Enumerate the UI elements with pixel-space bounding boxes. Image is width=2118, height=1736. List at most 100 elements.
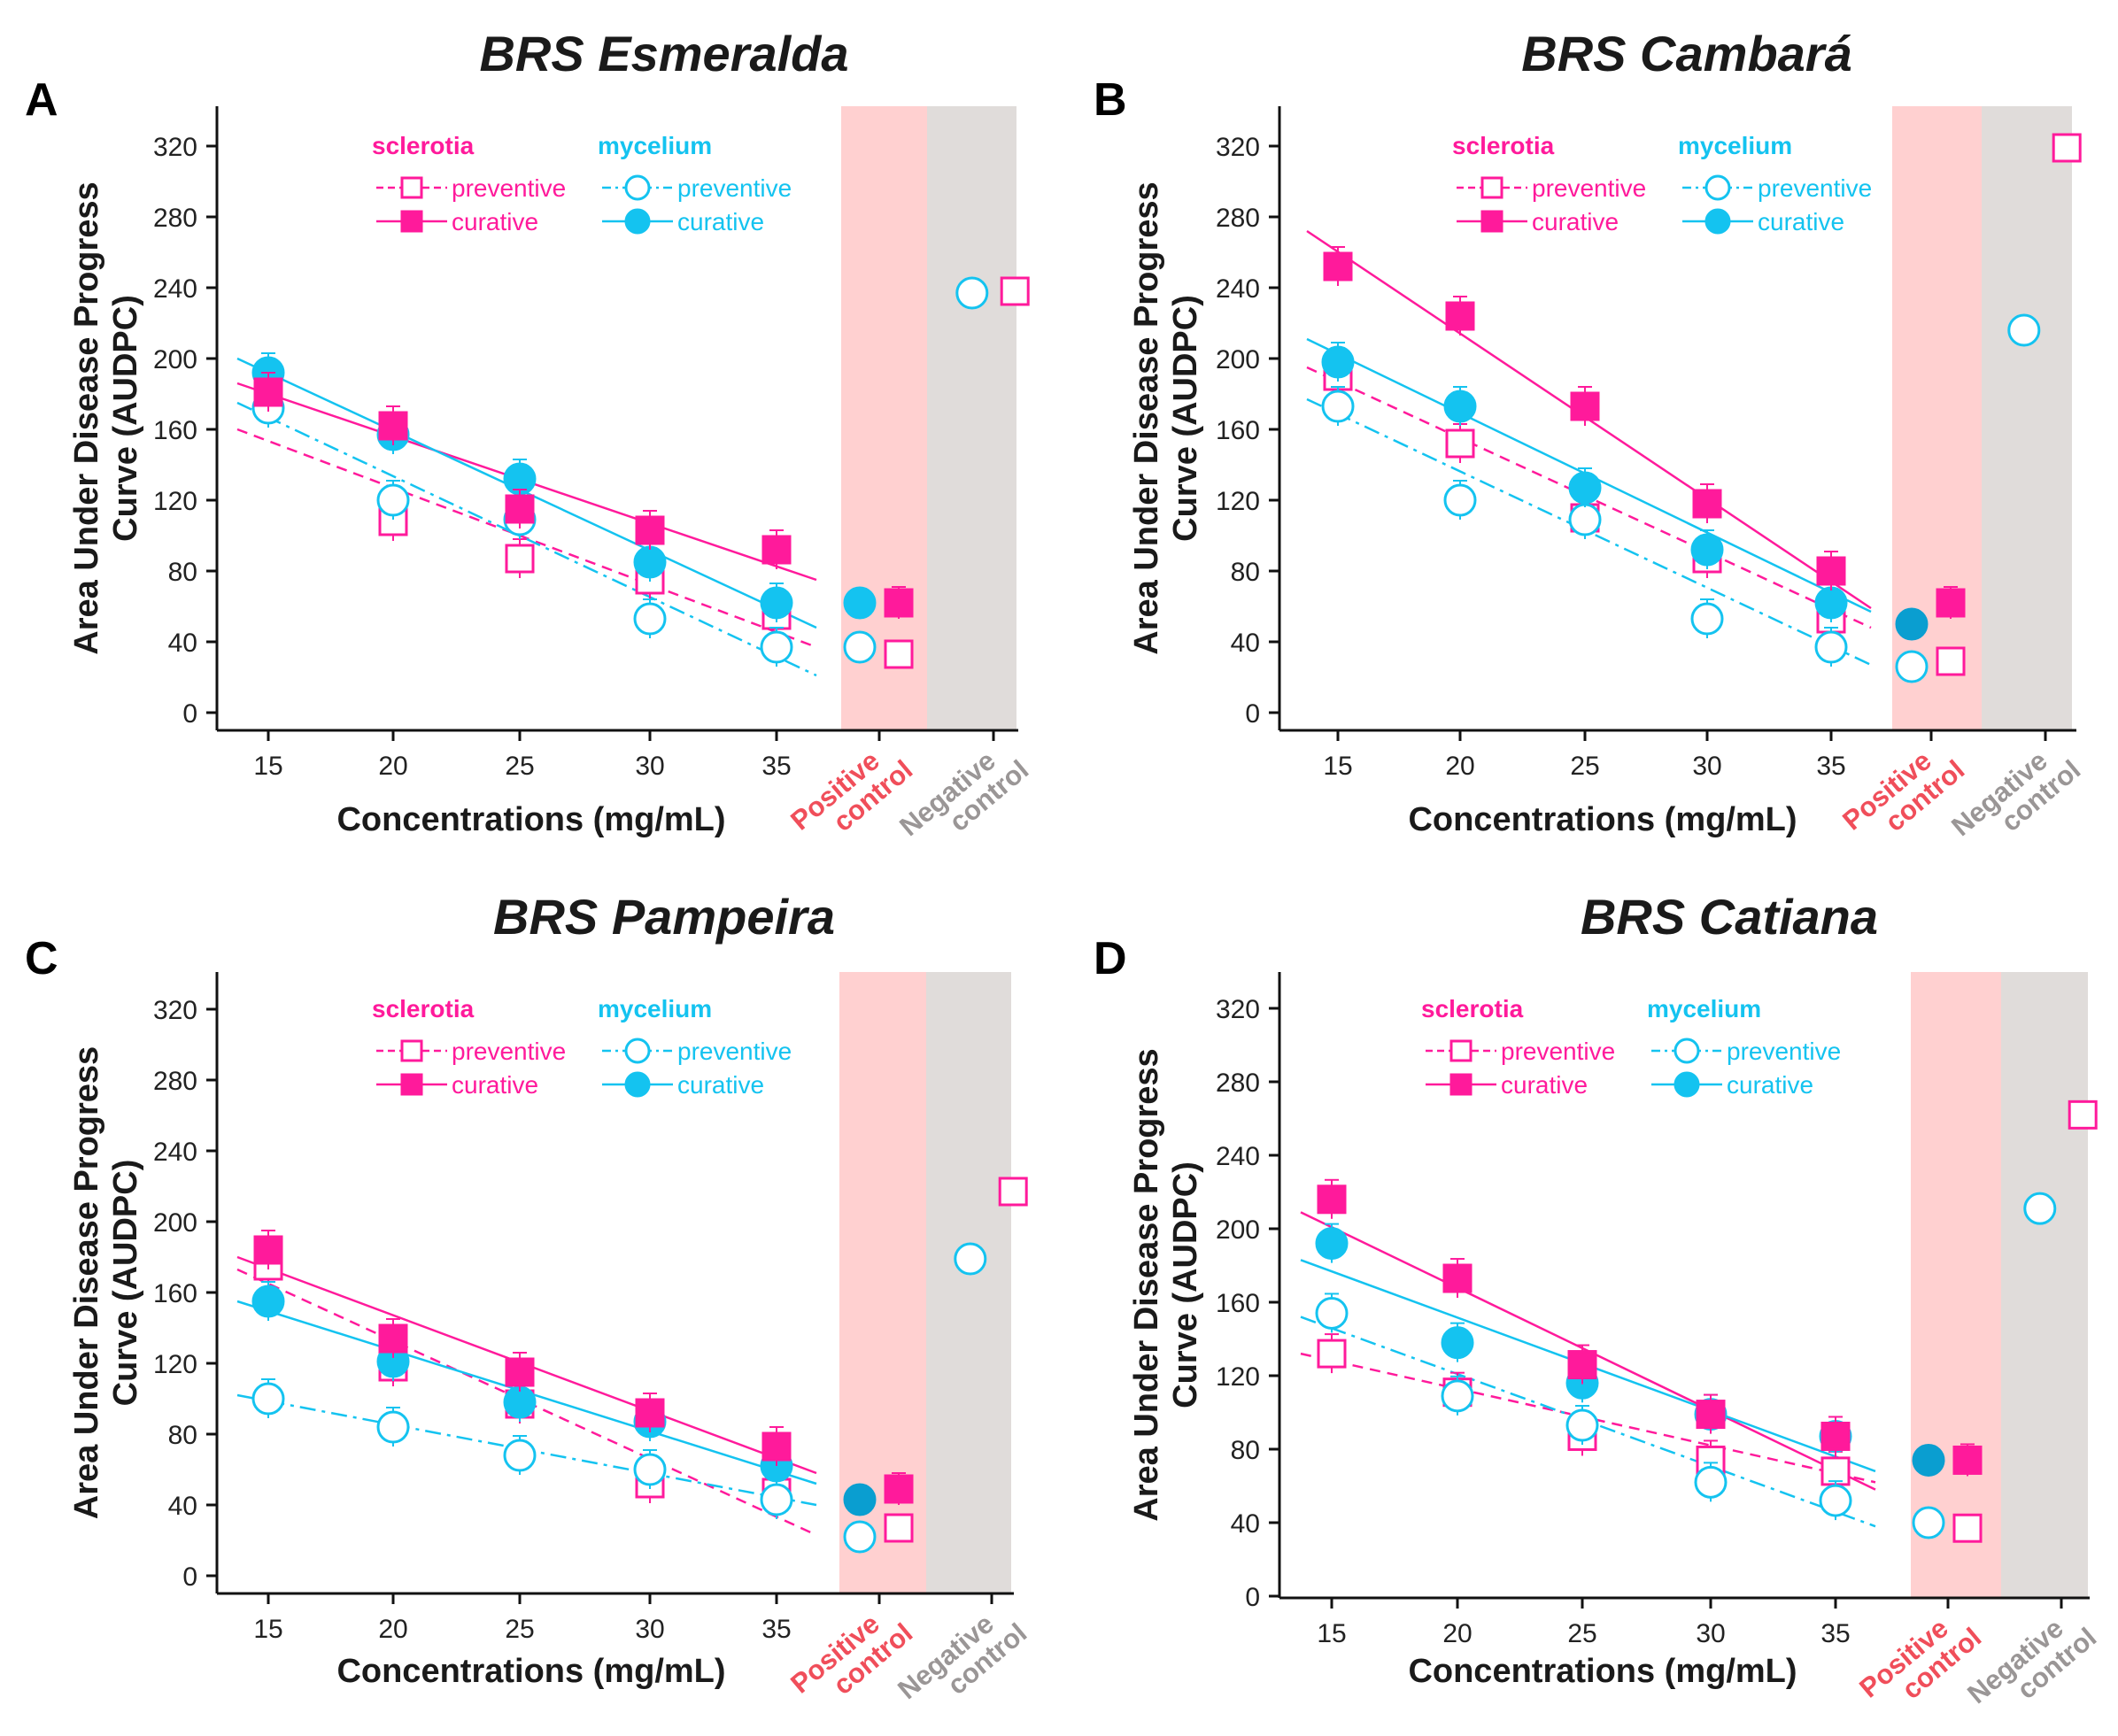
data-point-sclerotia-curative (253, 377, 283, 407)
data-point-sclerotia-curative (635, 515, 665, 545)
panel-letter: C (25, 933, 58, 984)
legend-marker (1674, 1038, 1700, 1064)
data-point-mycelium-curative (1321, 345, 1355, 379)
legend-title-sclerotia: sclerotia (372, 132, 475, 159)
y-tick-label: 40 (168, 1492, 197, 1521)
data-point-mycelium-curative (1568, 471, 1602, 505)
data-point-mycelium-curative (1690, 533, 1724, 567)
legend-marker (1704, 174, 1731, 201)
negative-control-point (955, 276, 989, 310)
data-point-mycelium-preventive (503, 1439, 537, 1472)
legend-title-mycelium: mycelium (598, 995, 712, 1022)
legend-title-sclerotia: sclerotia (1421, 995, 1524, 1022)
legend-title-mycelium: mycelium (1647, 995, 1761, 1022)
panel-letter: B (1094, 74, 1127, 126)
x-tick-label: 20 (1442, 1619, 1472, 1648)
negative-control-point (1000, 276, 1030, 306)
y-tick-label: 280 (153, 1067, 197, 1096)
data-point-mycelium-preventive (760, 630, 793, 664)
data-point-mycelium-curative (1315, 1227, 1349, 1261)
positive-control-point (1936, 588, 1966, 618)
trend-line-mycelium-preventive (1300, 1316, 1876, 1528)
y-axis-title: Area Under Disease Progress Curve (AUDPC) (1128, 181, 1204, 654)
y-tick-label: 320 (1216, 995, 1260, 1024)
legend-marker (400, 176, 423, 199)
y-tick-label: 200 (153, 345, 197, 374)
y-tick-label: 200 (1216, 1215, 1260, 1245)
x-tick-label: 15 (253, 1615, 282, 1644)
x-axis-title: Concentrations (mg/mL) (336, 1653, 725, 1690)
y-tick-label: 240 (1216, 274, 1260, 304)
data-point-sclerotia-preventive (1445, 428, 1475, 459)
data-point-sclerotia-curative (253, 1235, 283, 1265)
data-point-mycelium-preventive (1315, 1296, 1349, 1330)
x-tick-label: 25 (505, 1615, 534, 1644)
legend-label-curative: curative (1758, 208, 1844, 235)
positive-control-point (1952, 1445, 1983, 1475)
legend-title-mycelium: mycelium (598, 132, 712, 159)
data-point-mycelium-preventive (1443, 483, 1477, 517)
negative-control-band (927, 106, 1016, 730)
data-point-sclerotia-curative (1570, 391, 1600, 421)
legend-marker (1480, 210, 1503, 233)
x-tick-label: 35 (761, 752, 791, 781)
legend-label-curative: curative (1532, 208, 1619, 235)
x-axis-title: Concentrations (mg/mL) (336, 801, 725, 838)
negative-control-band (2001, 972, 2088, 1598)
legend: sclerotia mycelium preventive curative preve… (1421, 995, 1841, 1099)
y-tick-label: 0 (1245, 1583, 1260, 1612)
positive-control-point (884, 1513, 914, 1543)
legend-marker (1704, 208, 1731, 235)
x-tick-label: 20 (378, 1615, 407, 1644)
legend-title-sclerotia: sclerotia (372, 995, 475, 1022)
y-tick-label: 240 (153, 1138, 197, 1167)
legend: sclerotia mycelium preventive curative preve… (1452, 132, 1872, 235)
panel-letter: D (1094, 933, 1127, 984)
y-tick-label: 240 (1216, 1142, 1260, 1171)
y-tick-label: 280 (1216, 204, 1260, 233)
x-tick-label: 25 (505, 752, 534, 781)
y-tick-label: 160 (1216, 416, 1260, 445)
legend-marker (624, 1038, 651, 1064)
positive-control-point (843, 630, 877, 664)
legend-label-curative: curative (677, 1071, 764, 1099)
legend: sclerotia mycelium preventive curative preve… (372, 995, 792, 1099)
negative-control-band (1982, 106, 2072, 730)
data-point-mycelium-preventive (633, 602, 667, 636)
x-tick-label: 15 (1317, 1619, 1346, 1648)
x-tick-label: 30 (1692, 752, 1721, 781)
y-axis-title-line2: Curve (AUDPC) (1167, 295, 1204, 542)
x-tick-label: 15 (253, 752, 282, 781)
positive-control-point (1936, 646, 1966, 676)
y-tick-label: 280 (153, 204, 197, 233)
legend-marker (400, 210, 423, 233)
legend-marker (624, 1071, 651, 1098)
negative-control-point (954, 1242, 987, 1276)
y-tick-label: 80 (1231, 1436, 1260, 1465)
y-tick-label: 80 (1231, 558, 1260, 587)
y-axis-title-line2: Curve (AUDPC) (1167, 1161, 1204, 1408)
panel-title: BRS Esmeralda (479, 26, 848, 81)
legend-label-curative: curative (452, 208, 538, 235)
negative-control-point (2007, 313, 2041, 347)
positive-control-point (884, 639, 914, 669)
positive-control-point (1912, 1443, 1945, 1477)
positive-control-point (1895, 650, 1929, 683)
legend: sclerotia mycelium preventive curative preve… (372, 132, 792, 235)
data-point-mycelium-curative (251, 1285, 285, 1318)
trend-line-sclerotia-preventive (1300, 1352, 1876, 1484)
panel-letter: A (25, 74, 58, 126)
y-tick-label: 120 (1216, 1362, 1260, 1392)
y-axis-title-line1: Area Under Disease Progress (1128, 181, 1165, 654)
data-point-mycelium-preventive (633, 1453, 667, 1486)
data-point-sclerotia-curative (1445, 301, 1475, 331)
y-tick-label: 0 (182, 1562, 197, 1592)
y-tick-label: 320 (153, 133, 197, 162)
legend-label-preventive: preventive (677, 1038, 792, 1065)
data-point-mycelium-curative (1441, 1326, 1474, 1360)
y-tick-label: 160 (1216, 1289, 1260, 1318)
